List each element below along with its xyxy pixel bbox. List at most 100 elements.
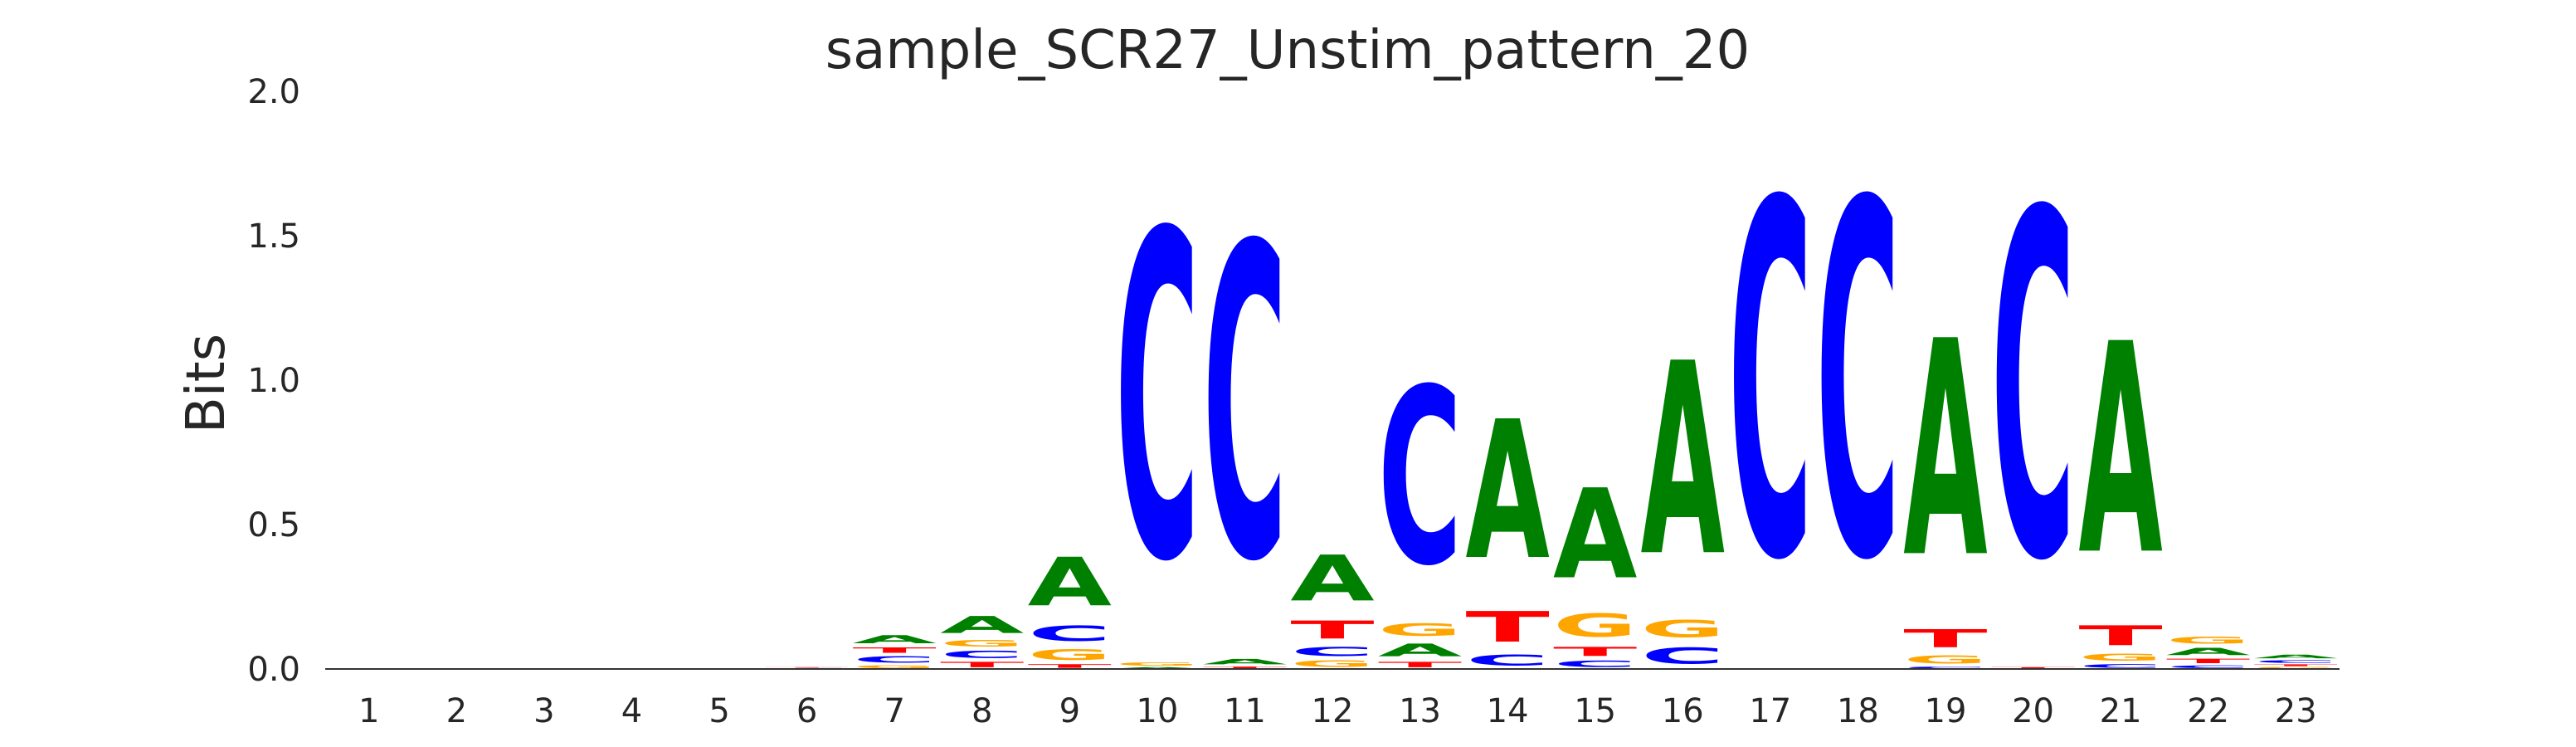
x-tick-label: 16	[1662, 692, 1704, 730]
y-tick-label: 1.5	[247, 217, 300, 256]
logo-letter: T	[1378, 661, 1463, 669]
stack-position-16: CGA	[1641, 308, 1725, 669]
logo-letter: G	[1378, 620, 1462, 640]
logo-letter: G	[1903, 653, 1987, 666]
x-tick-label: 10	[1136, 692, 1178, 730]
x-tick-label: 21	[2100, 692, 2142, 730]
logo-letter: C	[1290, 645, 1374, 659]
logo-letter: C	[1553, 659, 1637, 669]
logo-stacks: CTGCTATCGATGCAAGCTACGCTATAGCCTACTGACGACC…	[765, 102, 2338, 669]
logo-letter: T	[2254, 664, 2339, 666]
stack-position-14: CTA	[1465, 381, 1550, 669]
logo-letter: A	[1903, 279, 1988, 624]
x-tick-label: 12	[1312, 692, 1354, 730]
x-tick-label: 20	[2012, 692, 2054, 730]
logo-letter: A	[1115, 666, 1200, 669]
x-tick-label: 13	[1399, 692, 1441, 730]
y-axis-label: Bits	[176, 334, 237, 433]
logo-letter: C	[2166, 665, 2250, 669]
logo-letter: A	[1028, 544, 1112, 622]
x-tick-label: 8	[971, 692, 992, 730]
logo-letter: G	[1115, 662, 1199, 666]
x-tick-label: 11	[1224, 692, 1266, 730]
logo-letter: C	[2078, 663, 2162, 669]
x-tick-label: 15	[1574, 692, 1616, 730]
y-tick-label: 0.5	[247, 506, 300, 544]
logo-letter: G	[2254, 666, 2338, 669]
logo-letter: C	[1641, 643, 1725, 669]
logo-letter: A	[853, 633, 937, 647]
logo-letter: T	[1290, 616, 1374, 644]
logo-letter: C	[940, 649, 1024, 661]
x-tick-label: 19	[1925, 692, 1967, 730]
logo-letter: G	[2078, 652, 2162, 663]
x-tick-label: 4	[621, 692, 642, 730]
logo-letter: C	[1728, 102, 1812, 667]
y-axis-ticks: 0.0 0.5 1.0 1.5 2.0	[247, 73, 300, 689]
logo-letter: C	[1816, 102, 1900, 667]
x-tick-label: 7	[884, 692, 904, 730]
logo-letter: G	[1028, 646, 1112, 663]
logo-letter: C	[1991, 113, 2075, 665]
logo-letter: A	[2078, 284, 2163, 620]
logo-letter: T	[853, 646, 937, 654]
chart-title: sample_SCR27_Unstim_pattern_20	[825, 20, 1750, 81]
logo-letter: A	[1290, 543, 1375, 616]
x-tick-label: 3	[533, 692, 554, 730]
logo-letter: G	[940, 639, 1024, 649]
logo-letter: A	[2254, 654, 2339, 660]
logo-letter: C	[1115, 139, 1199, 660]
logo-letter: A	[1465, 381, 1549, 602]
x-tick-label: 14	[1487, 692, 1529, 730]
x-tick-label: 17	[1749, 692, 1791, 730]
logo-letter: T	[2166, 657, 2251, 665]
logo-letter: G	[2166, 634, 2250, 646]
x-tick-label: 18	[1837, 692, 1879, 730]
y-tick-label: 2.0	[247, 73, 300, 111]
x-tick-label: 5	[709, 692, 729, 730]
logo-letter: T	[1465, 603, 1550, 652]
logo-letter: T	[1203, 666, 1288, 669]
x-tick-label: 23	[2275, 692, 2317, 730]
logo-letter: C	[1028, 622, 1112, 646]
logo-letter: A	[1203, 657, 1288, 666]
x-tick-label: 9	[1059, 692, 1080, 730]
x-tick-label: 22	[2187, 692, 2229, 730]
x-tick-label: 6	[796, 692, 817, 730]
logo-letter: T	[1991, 666, 2076, 669]
logo-letter: T	[1553, 644, 1637, 658]
x-tick-label: 1	[358, 692, 379, 730]
logo-letter: G	[1290, 659, 1374, 669]
logo-letter: C	[1378, 337, 1462, 619]
x-axis-ticks: 1 2 3 4 5 6 7 8 9 10 11 12 13 14 15 16 17 18 19 20 21 22 23	[358, 692, 2317, 730]
logo-letter: A	[1553, 464, 1637, 608]
logo-letter: G	[1641, 616, 1725, 643]
stack-position-18: C	[1816, 102, 1900, 667]
logo-letter: G	[1553, 607, 1637, 644]
logo-letter: C	[1465, 652, 1549, 669]
stack-position-20: TC	[1991, 113, 2076, 669]
logo-letter: A	[1378, 640, 1463, 660]
x-tick-label: 2	[446, 692, 467, 730]
logo-letter: G	[853, 665, 937, 669]
logo-letter: C	[1203, 156, 1287, 657]
logo-letter: T	[765, 667, 850, 668]
y-tick-label: 0.0	[247, 651, 300, 689]
y-tick-label: 1.0	[247, 362, 300, 400]
stack-position-10: AGC	[1115, 139, 1200, 669]
stack-position-17: C	[1728, 102, 1812, 667]
logo-letter: A	[1641, 308, 1725, 615]
logo-letter: T	[940, 661, 1025, 669]
logo-letter: C	[1903, 666, 1987, 669]
logo-letter: T	[1903, 625, 1987, 653]
